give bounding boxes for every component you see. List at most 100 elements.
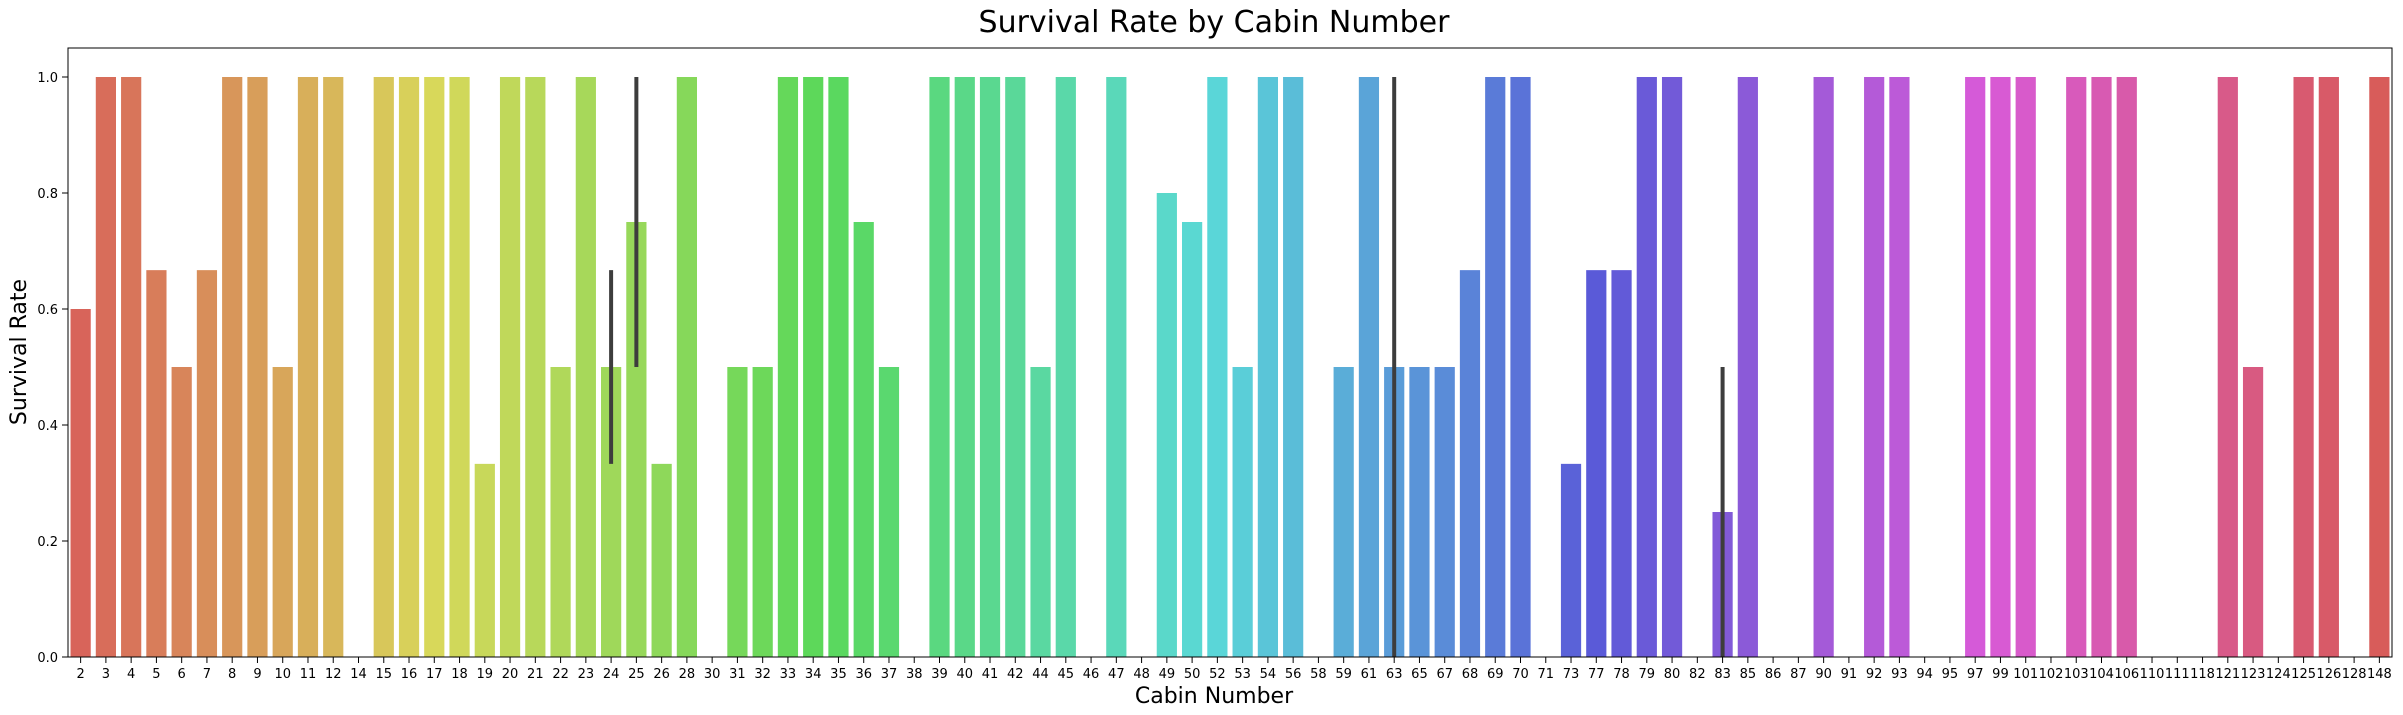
bar-cabin-59 [1333, 367, 1354, 657]
bar-cabin-39 [929, 77, 950, 657]
bar-cabin-8 [222, 77, 243, 657]
x-tick-label: 106 [2114, 667, 2139, 682]
x-tick-label: 125 [2291, 667, 2316, 682]
x-tick-label: 85 [1740, 667, 1757, 682]
bar-cabin-44 [1030, 367, 1051, 657]
bar-cabin-85 [1737, 77, 1758, 657]
x-tick-label: 71 [1537, 667, 1554, 682]
x-tick-label: 26 [653, 667, 670, 682]
bar-cabin-34 [803, 77, 824, 657]
x-tick-label: 24 [603, 667, 620, 682]
x-tick-label: 56 [1285, 667, 1302, 682]
bar-cabin-21 [525, 77, 546, 657]
bar-cabin-35 [828, 77, 849, 657]
x-tick-label: 91 [1841, 667, 1858, 682]
bar-cabin-6 [171, 367, 192, 657]
y-tick-label: 0.0 [37, 651, 58, 666]
x-tick-label: 65 [1411, 667, 1428, 682]
bar-cabin-42 [1005, 77, 1026, 657]
x-tick-label: 124 [2266, 667, 2291, 682]
x-tick-label: 12 [325, 667, 342, 682]
y-tick-label: 0.6 [37, 303, 58, 318]
x-tick-label: 49 [1159, 667, 1176, 682]
bar-cabin-12 [323, 77, 344, 657]
bar-cabin-121 [2217, 77, 2238, 657]
bar-cabin-101 [2015, 77, 2036, 657]
x-tick-label: 128 [2342, 667, 2367, 682]
bar-cabin-37 [878, 367, 900, 657]
bar-cabin-4 [121, 77, 142, 657]
x-tick-label: 79 [1639, 667, 1656, 682]
bar-cabin-26 [651, 463, 672, 657]
bar-cabin-68 [1459, 270, 1481, 657]
bar-cabin-52 [1207, 77, 1228, 657]
x-tick-label: 103 [2064, 667, 2089, 682]
bar-cabin-33 [777, 77, 799, 657]
x-tick-label: 6 [178, 667, 186, 682]
x-tick-label: 54 [1260, 667, 1277, 682]
chart-title: Survival Rate by Cabin Number [979, 5, 1451, 40]
bar-cabin-97 [1965, 77, 1986, 657]
x-tick-label: 87 [1790, 667, 1807, 682]
bar-cabin-79 [1636, 77, 1657, 657]
x-tick-label: 44 [1032, 667, 1049, 682]
x-tick-label: 73 [1563, 667, 1580, 682]
x-tick-label: 59 [1335, 667, 1352, 682]
bar-cabin-17 [424, 77, 445, 657]
y-tick-label: 1.0 [37, 71, 58, 86]
bar-cabin-10 [272, 367, 293, 657]
x-tick-label: 47 [1108, 667, 1125, 682]
x-tick-label: 148 [2367, 667, 2392, 682]
bars-group [70, 77, 2390, 657]
x-tick-label: 90 [1815, 667, 1832, 682]
x-tick-label: 52 [1209, 667, 1226, 682]
bar-cabin-50 [1182, 222, 1203, 657]
plot-frame [67, 47, 2393, 658]
x-tick-label: 35 [830, 667, 847, 682]
x-tick-label: 14 [350, 667, 367, 682]
x-tick-label: 33 [780, 667, 797, 682]
x-tick-label: 80 [1664, 667, 1681, 682]
x-tick-label: 118 [2190, 667, 2215, 682]
error-bars-group [609, 77, 1725, 657]
bar-cabin-36 [853, 222, 874, 657]
x-tick-label: 82 [1689, 667, 1706, 682]
bar-cabin-32 [752, 367, 773, 657]
x-tick-label: 121 [2215, 667, 2240, 682]
x-tick-label: 41 [982, 667, 999, 682]
x-tick-label: 53 [1234, 667, 1251, 682]
x-tick-label: 36 [855, 667, 872, 682]
y-tick-label: 0.2 [37, 535, 58, 550]
x-tick-label: 39 [931, 667, 948, 682]
x-tick-label: 93 [1891, 667, 1908, 682]
bar-cabin-19 [474, 463, 495, 657]
bar-cabin-92 [1864, 77, 1885, 657]
x-tick-label: 78 [1613, 667, 1630, 682]
bar-cabin-47 [1106, 77, 1127, 657]
x-tick-label: 7 [203, 667, 211, 682]
x-tick-label: 95 [1942, 667, 1959, 682]
x-tick-label: 68 [1462, 667, 1479, 682]
bar-cabin-99 [1990, 77, 2011, 657]
bar-cabin-2 [70, 309, 91, 657]
x-tick-label: 28 [679, 667, 696, 682]
bar-cabin-125 [2293, 77, 2314, 657]
x-tick-label: 2 [76, 667, 84, 682]
bar-cabin-126 [2318, 77, 2339, 657]
bar-cabin-41 [979, 77, 1001, 657]
x-tick-label: 46 [1083, 667, 1100, 682]
bar-cabin-123 [2242, 367, 2264, 657]
y-tick-label: 0.4 [37, 419, 58, 434]
bar-cabin-77 [1586, 270, 1607, 657]
x-tick-label: 110 [2140, 667, 2165, 682]
x-tick-label: 92 [1866, 667, 1883, 682]
bar-cabin-70 [1510, 77, 1531, 657]
x-tick-label: 67 [1436, 667, 1453, 682]
x-tick-label: 111 [2165, 667, 2190, 682]
x-tick-label: 23 [578, 667, 595, 682]
x-tick-label: 86 [1765, 667, 1782, 682]
x-tick-label: 9 [253, 667, 261, 682]
x-tick-label: 32 [754, 667, 771, 682]
bar-cabin-53 [1232, 367, 1253, 657]
